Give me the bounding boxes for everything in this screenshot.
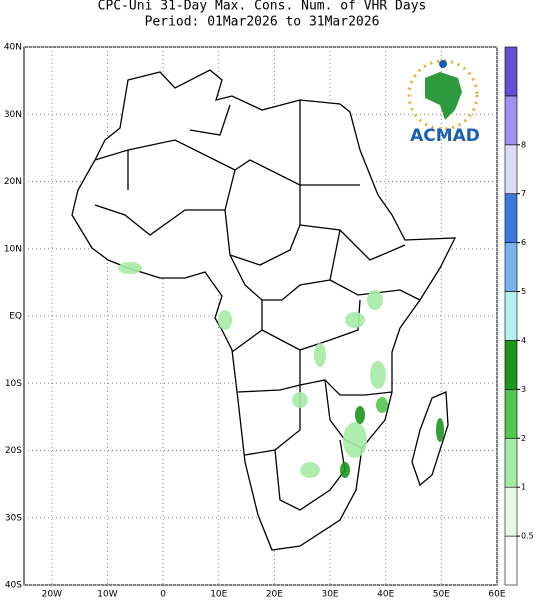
x-tick-label: 10W bbox=[97, 590, 117, 600]
y-tick-label: 20S bbox=[5, 446, 22, 456]
colorbar-segment bbox=[504, 242, 518, 292]
x-tick-label: 20W bbox=[42, 590, 62, 600]
colorbar-segment bbox=[504, 340, 518, 390]
x-tick-label: 40E bbox=[377, 590, 394, 600]
x-tick-label: 20E bbox=[266, 590, 283, 600]
colorbar-label: 4 bbox=[521, 336, 526, 345]
y-tick-label: 30N bbox=[4, 110, 22, 120]
y-tick-label: EQ bbox=[9, 312, 22, 322]
x-tick-label: 0 bbox=[160, 590, 166, 600]
x-tick-label: 50E bbox=[433, 590, 450, 600]
colorbar-label: 8 bbox=[521, 140, 526, 149]
patch bbox=[300, 462, 320, 478]
colorbar-segment bbox=[504, 144, 518, 195]
colorbar-segment bbox=[504, 535, 518, 586]
colorbar-label: 7 bbox=[521, 189, 526, 198]
title: CPC-Uni 31-Day Max. Cons. Num. of VHR Da… bbox=[98, 0, 427, 14]
logo-africa bbox=[425, 72, 462, 120]
colorbar-segment bbox=[504, 95, 518, 146]
patch bbox=[343, 422, 367, 458]
patch bbox=[314, 343, 326, 367]
colorbar: 0.5 1 2 3 4 5 6 7 8 bbox=[504, 46, 534, 586]
y-tick-label: 40S bbox=[5, 581, 22, 591]
patch bbox=[118, 262, 142, 274]
patch bbox=[218, 310, 232, 330]
y-tick-label: 40N bbox=[4, 43, 22, 53]
colorbar-label: 0.5 bbox=[521, 532, 534, 541]
logo-text: ACMAD bbox=[410, 126, 480, 146]
colorbar-segment bbox=[504, 193, 518, 243]
y-tick-label: 10N bbox=[4, 244, 22, 254]
colorbar-segment bbox=[504, 437, 518, 488]
x-tick-label: 60E bbox=[488, 590, 505, 600]
y-tick-label: 20N bbox=[4, 177, 22, 187]
colorbar-label: 3 bbox=[521, 385, 526, 394]
shading bbox=[118, 262, 444, 478]
patch bbox=[345, 312, 365, 328]
subtitle: Period: 01Mar2026 to 31Mar2026 bbox=[145, 15, 380, 30]
colorbar-segment bbox=[504, 291, 518, 341]
colorbar-label: 5 bbox=[521, 287, 526, 296]
patch bbox=[376, 397, 388, 413]
x-tick-label: 30E bbox=[321, 590, 338, 600]
logo-drop bbox=[439, 60, 447, 68]
patch bbox=[436, 418, 444, 442]
borders bbox=[94, 100, 421, 511]
colorbar-label: 1 bbox=[521, 483, 526, 492]
x-tick-label: 10E bbox=[210, 590, 227, 600]
colorbar-label: 6 bbox=[521, 238, 526, 247]
patch bbox=[370, 361, 386, 389]
colorbar-segment bbox=[504, 389, 518, 439]
patch bbox=[367, 290, 383, 310]
patch bbox=[292, 392, 308, 408]
colorbar-segment bbox=[504, 486, 518, 537]
y-tick-label: 10S bbox=[5, 379, 22, 389]
y-tick-label: 30S bbox=[5, 513, 22, 523]
colorbar-segment bbox=[504, 46, 518, 97]
patch bbox=[340, 462, 350, 478]
logo: ACMAD bbox=[407, 59, 480, 146]
madagascar bbox=[411, 391, 449, 487]
patch bbox=[355, 406, 365, 424]
logo-rays bbox=[407, 59, 479, 131]
colorbar-label: 2 bbox=[521, 434, 526, 443]
